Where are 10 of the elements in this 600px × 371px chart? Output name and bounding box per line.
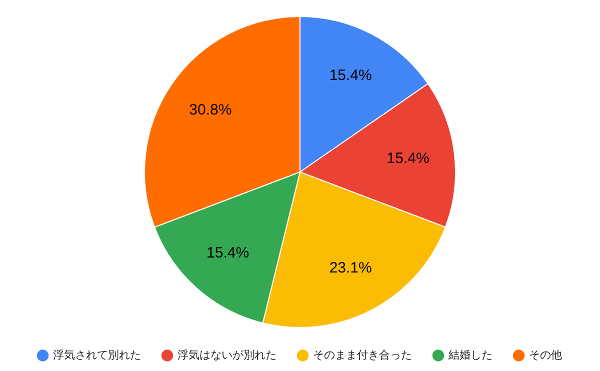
data-label: 15.4% [386,150,430,168]
data-label: 30.8% [189,101,232,118]
legend-label: 浮気はないが別れた [177,348,276,362]
legend-label: その他 [528,348,562,362]
legend-label: そのまま付き合った [312,348,412,362]
legend-label: 浮気されて別れた [52,348,141,362]
data-label: 15.4% [329,66,372,84]
data-label: 23.1% [329,260,372,277]
data-label: 15.4% [206,244,250,262]
legend-label: 結婚した [447,348,492,362]
